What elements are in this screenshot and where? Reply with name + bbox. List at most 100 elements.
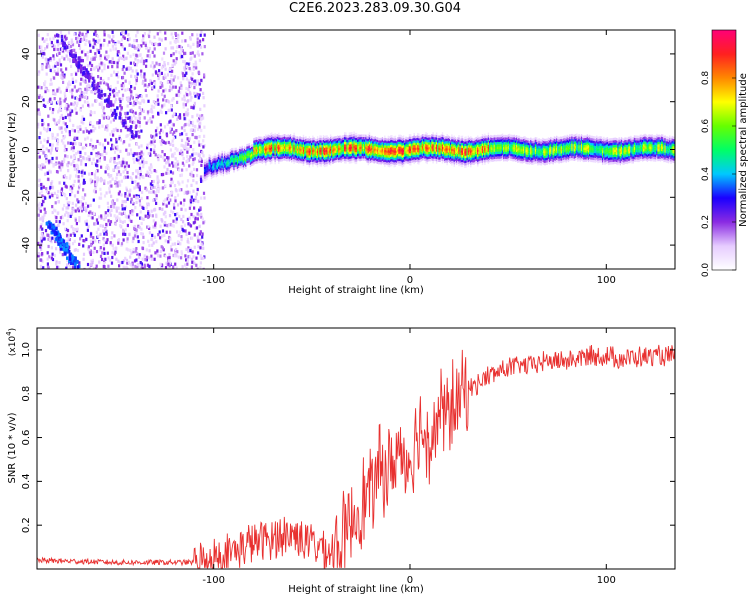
signal-cell bbox=[223, 165, 226, 168]
signal-cell bbox=[298, 139, 300, 143]
noise-cell bbox=[139, 112, 142, 116]
noise-cell bbox=[161, 66, 164, 70]
noise-cell bbox=[66, 107, 69, 111]
signal-cell bbox=[402, 135, 405, 138]
signal-cell bbox=[285, 141, 287, 145]
signal-cell bbox=[348, 132, 351, 136]
signal-cell bbox=[362, 158, 365, 161]
noise-cell bbox=[170, 177, 173, 181]
signal-cell bbox=[385, 137, 387, 141]
noise-cell bbox=[143, 254, 146, 258]
noise-cell bbox=[163, 73, 166, 77]
signal-cell bbox=[235, 159, 238, 163]
noise-cell bbox=[141, 267, 144, 269]
signal-cell bbox=[254, 149, 256, 153]
noise-cell bbox=[116, 148, 119, 152]
signal-cell bbox=[235, 166, 238, 170]
noise-cell bbox=[51, 180, 54, 184]
noise-cell bbox=[178, 151, 182, 156]
signal-cell bbox=[377, 137, 379, 140]
signal-cell bbox=[258, 143, 260, 147]
noise-cell bbox=[43, 138, 46, 142]
noise-cell bbox=[135, 34, 138, 38]
noise-cell bbox=[180, 188, 183, 192]
signal-cell bbox=[265, 162, 267, 166]
streak-cell bbox=[77, 64, 81, 68]
signal-cell bbox=[375, 161, 378, 164]
signal-cell bbox=[271, 161, 273, 164]
signal-cell bbox=[406, 139, 408, 143]
noise-cell bbox=[89, 143, 92, 147]
noise-cell bbox=[195, 256, 198, 260]
noise-cell bbox=[79, 154, 82, 158]
noise-cell bbox=[64, 194, 67, 198]
noise-cell bbox=[96, 90, 99, 94]
signal-cell bbox=[268, 144, 270, 148]
signal-cell bbox=[272, 136, 274, 139]
signal-cell bbox=[351, 134, 353, 137]
noise-cell bbox=[149, 116, 152, 121]
noise-cell bbox=[130, 219, 133, 223]
noise-cell bbox=[55, 122, 58, 126]
noise-cell bbox=[171, 161, 174, 165]
noise-cell bbox=[110, 138, 113, 142]
signal-cell bbox=[268, 137, 270, 141]
signal-cell bbox=[216, 157, 219, 160]
signal-cell bbox=[381, 146, 384, 150]
noise-cell bbox=[159, 224, 162, 228]
signal-cell bbox=[246, 155, 248, 159]
noise-cell bbox=[135, 231, 138, 235]
signal-cell bbox=[361, 134, 364, 137]
signal-cell bbox=[214, 155, 216, 159]
noise-cell bbox=[61, 165, 64, 169]
signal-cell bbox=[413, 144, 415, 148]
signal-cell bbox=[400, 144, 402, 148]
signal-cell bbox=[398, 161, 400, 164]
signal-cell bbox=[388, 145, 391, 149]
noise-cell bbox=[63, 75, 66, 79]
noise-cell bbox=[146, 202, 149, 206]
signal-cell bbox=[373, 158, 375, 162]
noise-cell bbox=[40, 95, 44, 99]
noise-cell bbox=[102, 247, 106, 251]
noise-cell bbox=[95, 230, 98, 234]
signal-cell bbox=[314, 143, 316, 146]
signal-cell bbox=[353, 155, 355, 158]
signal-cell bbox=[311, 161, 313, 165]
noise-cell bbox=[176, 162, 180, 166]
noise-cell bbox=[37, 85, 40, 89]
signal-cell bbox=[260, 153, 262, 156]
signal-cell bbox=[249, 145, 252, 149]
noise-cell bbox=[61, 55, 64, 59]
noise-cell bbox=[45, 62, 48, 67]
signal-cell bbox=[247, 143, 249, 147]
signal-cell bbox=[301, 154, 303, 157]
signal-cell bbox=[364, 148, 366, 152]
noise-cell bbox=[187, 222, 190, 226]
signal-cell bbox=[275, 136, 278, 140]
noise-cell bbox=[153, 85, 156, 89]
noise-cell bbox=[113, 150, 117, 154]
signal-cell bbox=[421, 150, 424, 154]
signal-cell bbox=[426, 154, 428, 158]
signal-cell bbox=[228, 164, 230, 168]
noise-cell bbox=[140, 69, 143, 73]
noise-cell bbox=[180, 143, 183, 147]
noise-cell bbox=[54, 121, 57, 125]
noise-cell bbox=[37, 164, 40, 168]
signal-cell bbox=[325, 152, 327, 155]
signal-cell bbox=[402, 154, 405, 158]
noise-cell bbox=[173, 112, 176, 116]
signal-cell bbox=[291, 143, 293, 146]
signal-cell bbox=[216, 164, 219, 167]
signal-cell bbox=[293, 154, 295, 157]
signal-cell bbox=[328, 140, 331, 144]
noise-cell bbox=[132, 53, 135, 57]
signal-cell bbox=[431, 155, 433, 159]
noise-cell bbox=[193, 233, 196, 237]
noise-cell bbox=[119, 261, 122, 265]
signal-cell bbox=[385, 157, 387, 160]
signal-cell bbox=[324, 140, 326, 144]
noise-cell bbox=[80, 170, 83, 174]
signal-cell bbox=[368, 156, 371, 159]
